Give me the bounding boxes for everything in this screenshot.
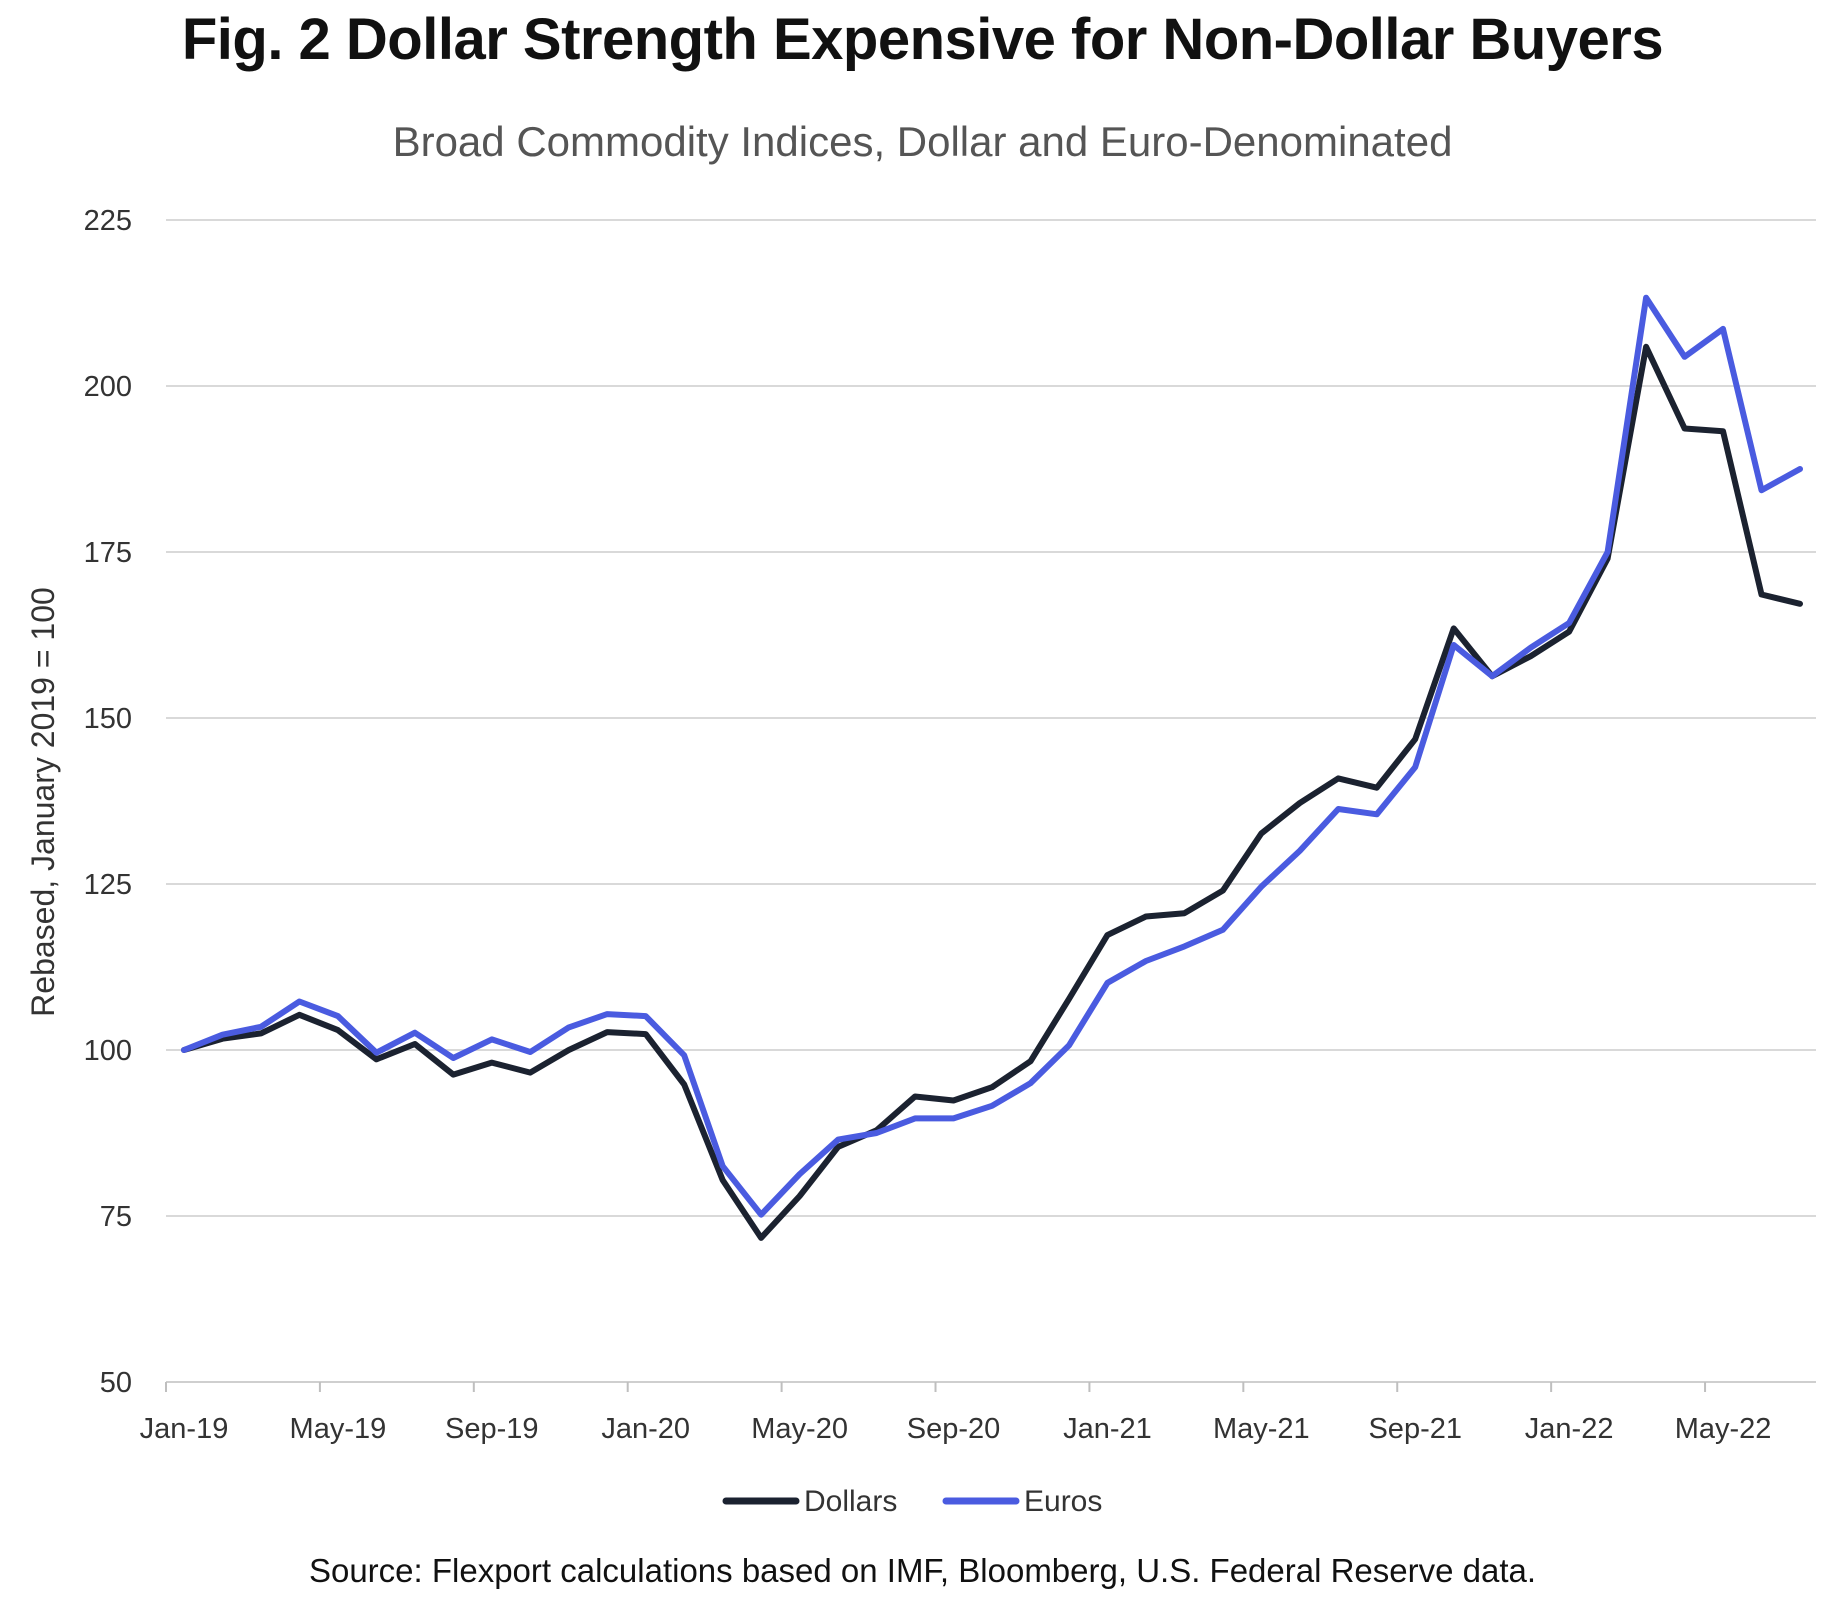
y-tick-label: 175 — [84, 537, 132, 569]
source-note: Source: Flexport calculations based on I… — [308, 1552, 1537, 1589]
y-tick-label: 200 — [84, 371, 132, 403]
x-tick-label: May-20 — [751, 1413, 848, 1445]
series-line-dollars — [181, 343, 1803, 1241]
x-tick-label: Sep-21 — [1368, 1413, 1462, 1445]
series-lines — [181, 294, 1803, 1241]
chart-title: Fig. 2 Dollar Strength Expensive for Non… — [181, 7, 1664, 72]
y-axis-ticks: 50 75 100 125 150 175 200 225 — [84, 205, 132, 1399]
x-tick-label: May-21 — [1213, 1413, 1310, 1445]
chart-subtitle: Broad Commodity Indices, Dollar and Euro… — [392, 118, 1453, 165]
series-line-euros — [181, 294, 1803, 1218]
y-tick-label: 50 — [100, 1367, 132, 1399]
y-axis-title: Rebased, January 2019 = 100 — [25, 587, 61, 1017]
x-tick-label: May-19 — [290, 1413, 387, 1445]
legend-label-dollars: Dollars — [804, 1485, 897, 1518]
y-tick-label: 75 — [100, 1201, 132, 1233]
x-tick-label: May-22 — [1675, 1413, 1772, 1445]
x-tick-label: Jan-22 — [1525, 1413, 1614, 1445]
y-tick-label: 100 — [84, 1035, 132, 1067]
y-tick-label: 150 — [84, 703, 132, 735]
gridlines — [166, 219, 1816, 1217]
x-tick-label: Jan-21 — [1063, 1413, 1152, 1445]
y-tick-label: 225 — [84, 205, 132, 237]
legend-label-euros: Euros — [1024, 1485, 1102, 1518]
x-tick-label: Sep-20 — [907, 1413, 1001, 1445]
legend: Dollars Euros — [722, 1485, 1102, 1518]
x-tick-label: Sep-19 — [445, 1413, 539, 1445]
x-tick-label: Jan-19 — [140, 1413, 229, 1445]
x-axis-ticks: Jan-19 May-19 Sep-19 Jan-20 May-20 Sep-20 Jan-… — [140, 1382, 1772, 1445]
y-tick-label: 125 — [84, 869, 132, 901]
x-tick-label: Jan-20 — [601, 1413, 690, 1445]
